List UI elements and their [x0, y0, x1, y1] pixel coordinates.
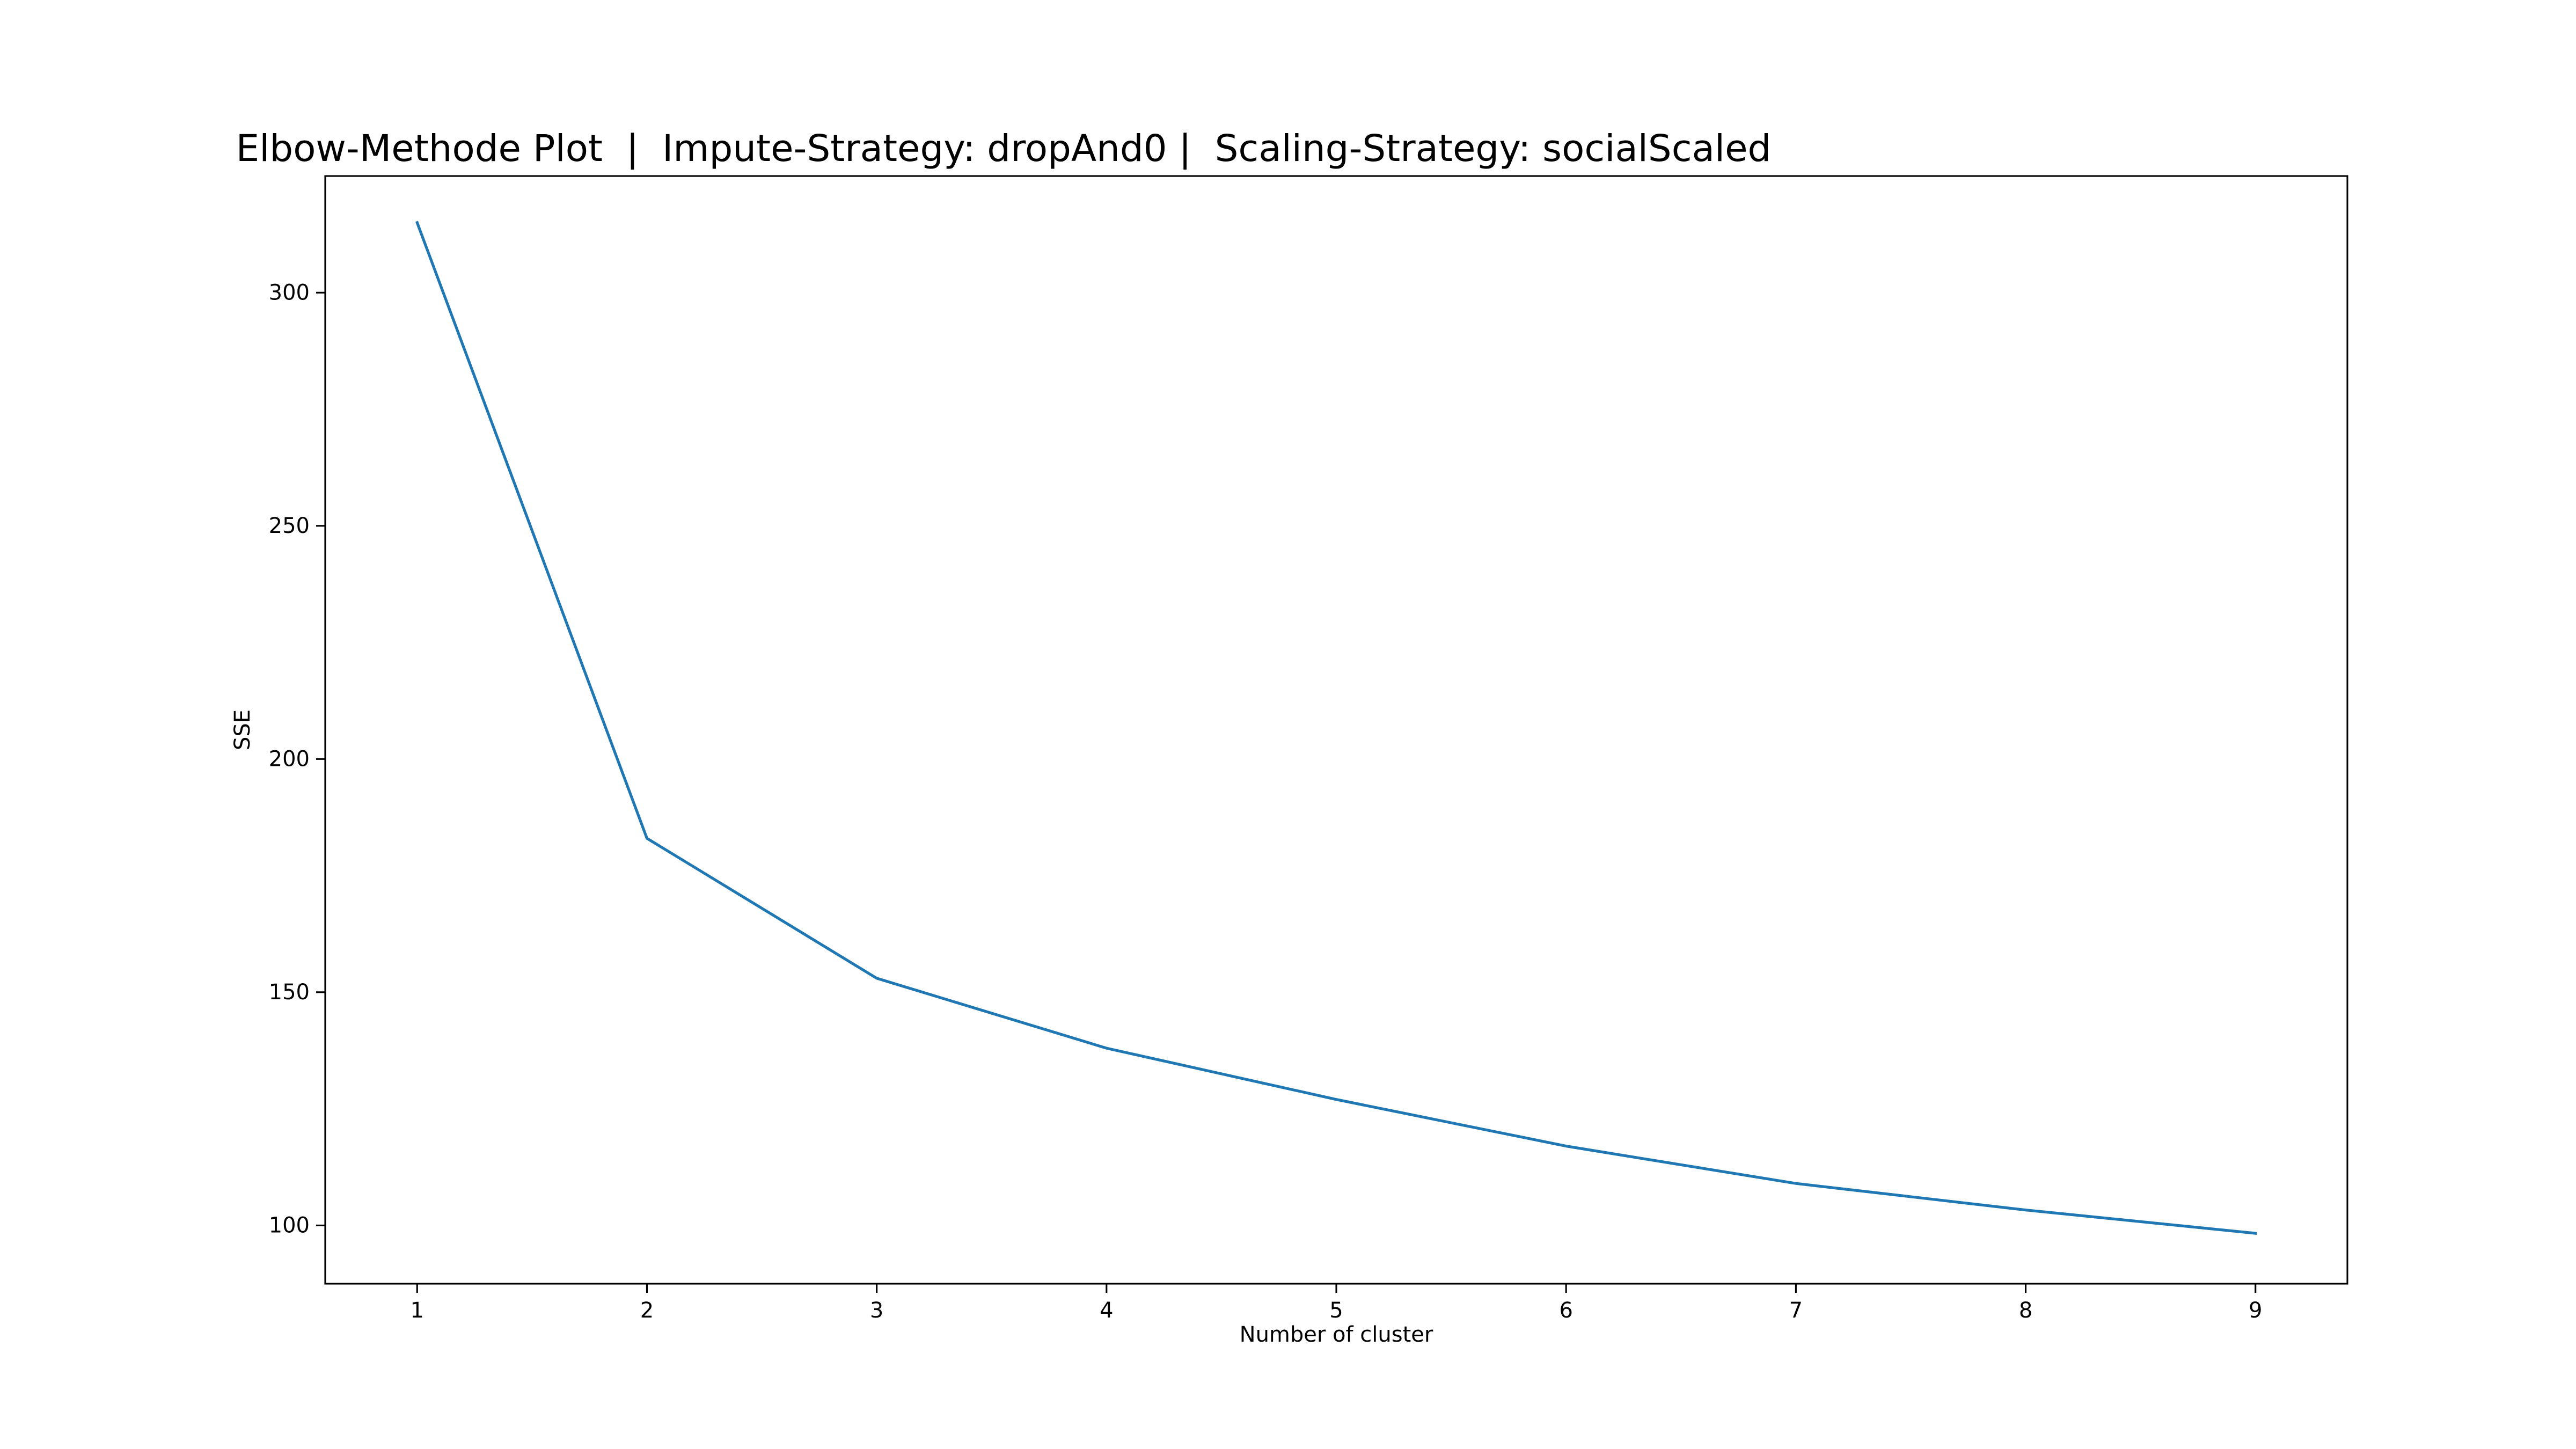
x-tick-label: 1 — [411, 1298, 424, 1323]
y-axis-label: SSE — [230, 709, 255, 750]
y-tick-label: 150 — [269, 980, 310, 1005]
y-tick-label: 300 — [269, 280, 310, 305]
plot-area — [325, 176, 2347, 1284]
series-layer — [415, 221, 2257, 1235]
x-axis-ticks: 1 2 3 4 5 6 7 8 9 — [411, 1284, 2262, 1323]
y-tick-label: 200 — [269, 747, 310, 771]
y-tick-label: 100 — [269, 1213, 310, 1238]
x-axis-label: Number of cluster — [1240, 1322, 1433, 1347]
series-line-1 — [415, 221, 2257, 1235]
x-tick-label: 2 — [640, 1298, 654, 1323]
x-tick-label: 3 — [870, 1298, 883, 1323]
x-tick-label: 4 — [1100, 1298, 1113, 1323]
x-tick-label: 9 — [2249, 1298, 2262, 1323]
x-tick-label: 8 — [2019, 1298, 2032, 1323]
y-tick-label: 250 — [269, 514, 310, 538]
axes-frame — [324, 175, 2348, 1285]
x-tick-label: 7 — [1789, 1298, 1803, 1323]
y-axis-ticks: 100 150 200 250 300 — [269, 280, 325, 1238]
x-tick-label: 6 — [1559, 1298, 1572, 1323]
x-tick-label: 5 — [1329, 1298, 1343, 1323]
chart-title: Elbow-Methode Plot | Impute-Strategy: dr… — [236, 127, 1772, 170]
